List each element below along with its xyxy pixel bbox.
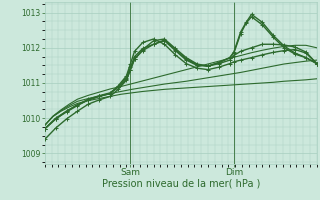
X-axis label: Pression niveau de la mer( hPa ): Pression niveau de la mer( hPa ) bbox=[102, 179, 260, 189]
